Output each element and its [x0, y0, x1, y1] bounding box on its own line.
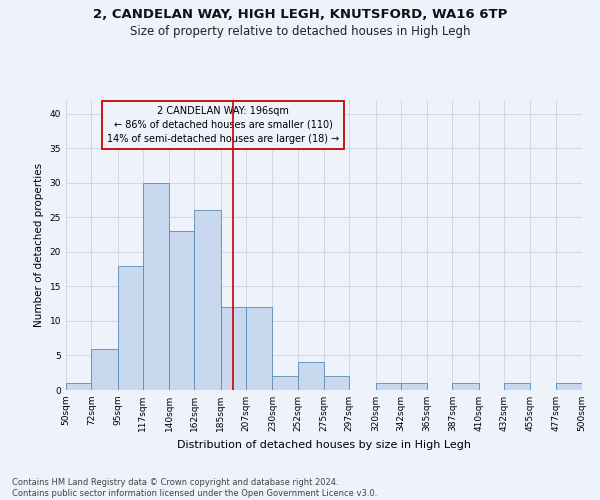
Bar	[246, 307, 272, 390]
X-axis label: Distribution of detached houses by size in High Legh: Distribution of detached houses by size …	[177, 440, 471, 450]
Text: 2, CANDELAN WAY, HIGH LEGH, KNUTSFORD, WA16 6TP: 2, CANDELAN WAY, HIGH LEGH, KNUTSFORD, W…	[93, 8, 507, 20]
Bar	[194, 210, 221, 390]
Bar	[452, 383, 479, 390]
Bar	[401, 383, 427, 390]
Y-axis label: Number of detached properties: Number of detached properties	[34, 163, 44, 327]
Bar	[504, 383, 530, 390]
Text: 2 CANDELAN WAY: 196sqm
← 86% of detached houses are smaller (110)
14% of semi-de: 2 CANDELAN WAY: 196sqm ← 86% of detached…	[107, 106, 340, 144]
Bar	[376, 383, 401, 390]
Bar	[169, 231, 194, 390]
Text: Contains HM Land Registry data © Crown copyright and database right 2024.
Contai: Contains HM Land Registry data © Crown c…	[12, 478, 377, 498]
Bar	[66, 383, 91, 390]
Bar	[91, 348, 118, 390]
Bar	[324, 376, 349, 390]
Bar	[118, 266, 143, 390]
Bar	[272, 376, 298, 390]
Text: Size of property relative to detached houses in High Legh: Size of property relative to detached ho…	[130, 25, 470, 38]
Bar	[221, 307, 246, 390]
Bar	[556, 383, 582, 390]
Bar	[298, 362, 324, 390]
Bar	[143, 183, 169, 390]
